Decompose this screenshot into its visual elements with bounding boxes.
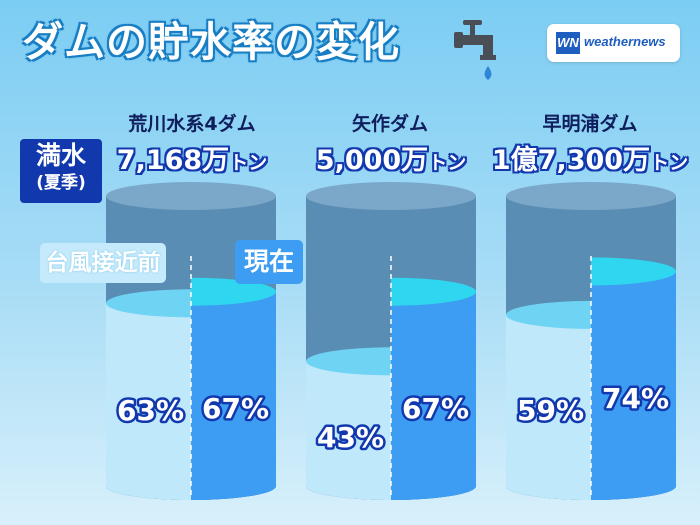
- right-fill-sameura: [591, 271, 676, 500]
- cylinder-top-yahagi: [306, 182, 476, 210]
- value-label-before-arakawa: 63%: [117, 394, 184, 427]
- capacity-number: 7,168万: [116, 145, 230, 176]
- capacity-unit: トン: [650, 152, 689, 174]
- left-surface-sameura: [506, 300, 591, 329]
- faucet-icon: [454, 20, 496, 80]
- logo-mark: WN: [556, 32, 580, 54]
- dam-capacity-yahagi: 5,000万トン: [281, 138, 501, 177]
- value-label-now-sameura: 74%: [602, 382, 669, 415]
- right-surface-sameura: [591, 257, 676, 286]
- value-label-now-arakawa: 67%: [202, 392, 269, 425]
- left-surface-yahagi: [306, 347, 391, 376]
- dam-capacity-arakawa: 7,168万トン: [82, 138, 302, 177]
- capacity-number: 5,000万: [315, 145, 429, 176]
- right-fill-arakawa: [191, 291, 276, 500]
- full-capacity-line1: 満水: [35, 141, 86, 170]
- left-half-yahagi: [306, 196, 391, 500]
- left-half-sameura: [506, 196, 591, 500]
- cylinder-top-sameura: [506, 182, 676, 210]
- left-fill-sameura: [506, 314, 591, 500]
- right-surface-arakawa: [191, 277, 276, 306]
- full-capacity-line2: (夏季): [36, 173, 86, 193]
- left-surface-arakawa: [106, 289, 191, 318]
- capacity-number: 1億7,300万: [491, 145, 651, 176]
- capacity-unit: トン: [229, 152, 268, 174]
- cylinder-body-sameura: [506, 196, 676, 500]
- legend-now: 現在: [235, 240, 303, 284]
- left-fill-yahagi: [306, 361, 391, 500]
- left-fill-arakawa: [106, 303, 191, 500]
- right-surface-yahagi: [391, 277, 476, 306]
- dam-name-yahagi: 矢作ダム: [351, 113, 428, 135]
- value-label-before-sameura: 59%: [517, 394, 584, 427]
- value-label-before-yahagi: 43%: [317, 421, 384, 454]
- logo-text: weathernews: [584, 34, 666, 49]
- cylinder-top-arakawa: [106, 182, 276, 210]
- page-title: ダムの貯水率の変化: [22, 18, 400, 66]
- dam-name-sameura: 早明浦ダム: [542, 113, 638, 135]
- dam-name-arakawa: 荒川水系4ダム: [128, 113, 256, 135]
- dam-capacity-sameura: 1億7,300万トン: [480, 138, 700, 177]
- weathernews-logo: WN weathernews: [547, 24, 680, 62]
- right-half-yahagi: [391, 196, 476, 500]
- legend-before-typhoon: 台風接近前: [40, 243, 166, 283]
- cylinder-body-yahagi: [306, 196, 476, 500]
- capacity-unit: トン: [428, 152, 467, 174]
- right-half-arakawa: [191, 196, 276, 500]
- value-label-now-yahagi: 67%: [402, 392, 469, 425]
- right-half-sameura: [591, 196, 676, 500]
- full-capacity-label: 満水 (夏季): [20, 139, 102, 203]
- right-fill-yahagi: [391, 291, 476, 500]
